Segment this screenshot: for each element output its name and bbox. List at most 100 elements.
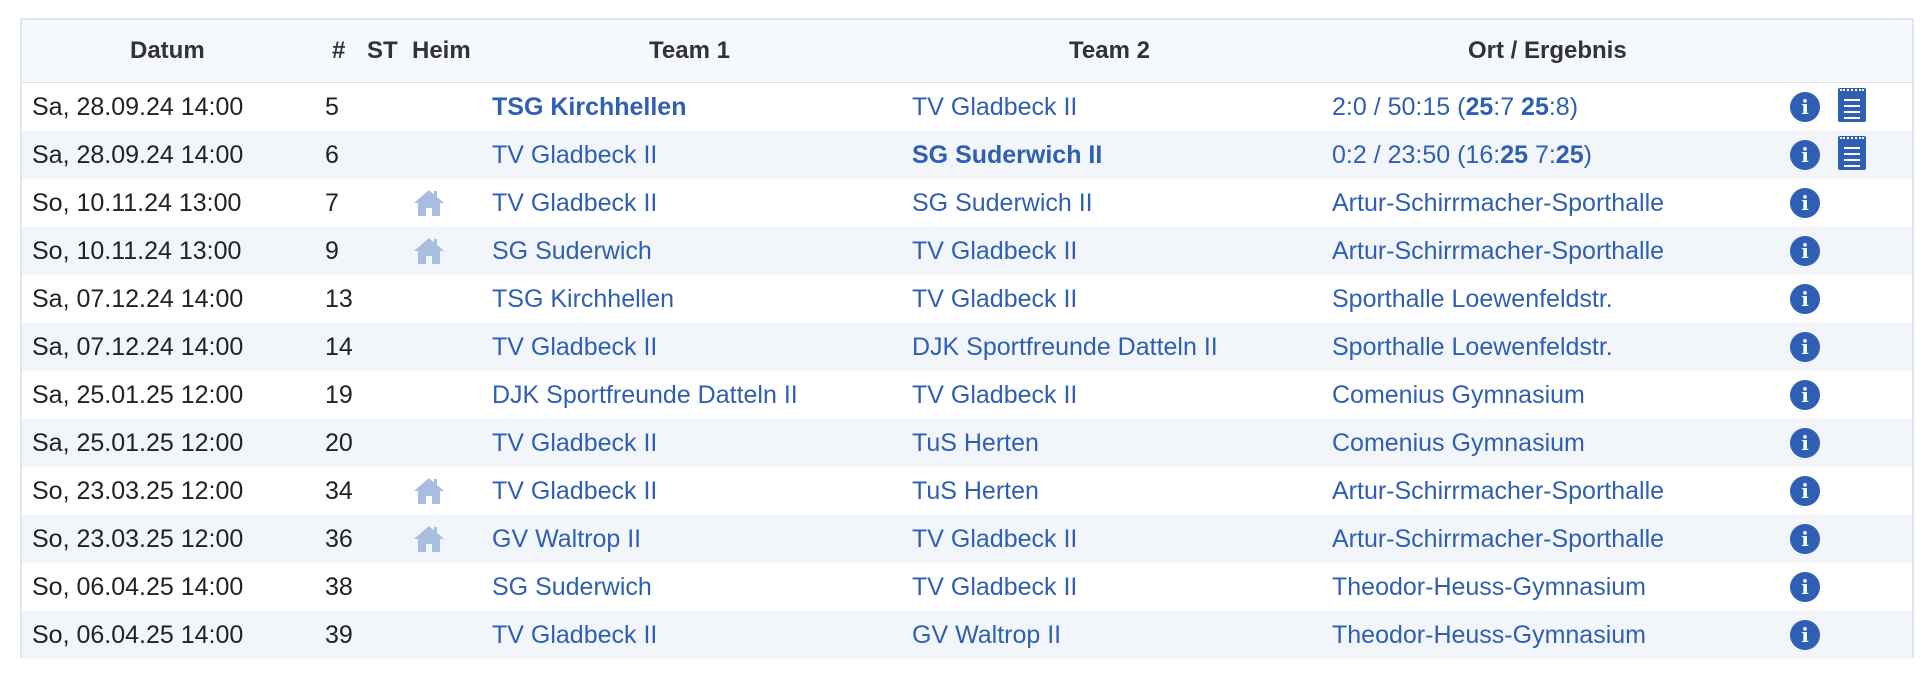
home-cell (412, 563, 462, 611)
info-icon[interactable]: i (1790, 476, 1820, 506)
header-team2: Team 2 (1069, 37, 1150, 64)
info-icon[interactable]: i (1790, 332, 1820, 362)
home-cell (412, 275, 462, 323)
team2-link[interactable]: SG Suderwich II (912, 189, 1093, 217)
match-result-link[interactable]: 2:0 / 50:15 (25:7 25:8) (1332, 83, 1762, 131)
team1-link[interactable]: SG Suderwich (492, 237, 652, 265)
table-header: Datum # ST Heim Team 1 Team 2 Ort / Erge… (22, 20, 1912, 83)
table-row: So, 06.04.25 14:00 39 TV Gladbeck II GV Wal… (22, 611, 1912, 659)
table-row: Sa, 25.01.25 12:00 20 TV Gladbeck II TuS He… (22, 419, 1912, 467)
table-row: Sa, 28.09.24 14:00 5 TSG Kirchhellen TV Gla… (22, 83, 1912, 131)
venue-link[interactable]: Theodor-Heuss-Gymnasium (1332, 573, 1646, 601)
result-segment: :7 (1493, 93, 1522, 121)
team1-link[interactable]: SG Suderwich (492, 573, 652, 601)
team1-link[interactable]: GV Waltrop II (492, 525, 642, 553)
team1-link[interactable]: TV Gladbeck II (492, 333, 658, 361)
team1-link[interactable]: TV Gladbeck II (492, 429, 658, 457)
match-number: 38 (325, 573, 353, 601)
team2-link[interactable]: TV Gladbeck II (912, 525, 1078, 553)
info-icon[interactable]: i (1790, 620, 1820, 650)
home-cell (412, 515, 462, 563)
result-segment: 2:0 / 50:15 ( (1332, 93, 1466, 121)
report-icon[interactable] (1838, 136, 1866, 170)
match-date: Sa, 07.12.24 14:00 (32, 285, 244, 313)
team1-link[interactable]: TV Gladbeck II (492, 189, 658, 217)
actions-cell: i (1782, 467, 1892, 515)
table-row: Sa, 07.12.24 14:00 14 TV Gladbeck II DJK Sp… (22, 323, 1912, 371)
result-segment: 25 (1555, 141, 1584, 169)
info-icon[interactable]: i (1790, 524, 1820, 554)
team1-link[interactable]: TV Gladbeck II (492, 477, 658, 505)
home-cell (412, 419, 462, 467)
header-ort-ergebnis: Ort / Ergebnis (1468, 37, 1627, 64)
actions-cell: i (1782, 515, 1892, 563)
result-segment: ) (1583, 141, 1592, 169)
actions-cell: i (1782, 563, 1892, 611)
match-result-link[interactable]: 0:2 / 23:50 (16:25 7:25) (1332, 131, 1762, 179)
match-number: 14 (325, 333, 353, 361)
match-date: Sa, 25.01.25 12:00 (32, 381, 244, 409)
venue-link[interactable]: Theodor-Heuss-Gymnasium (1332, 621, 1646, 649)
schedule-table: Datum # ST Heim Team 1 Team 2 Ort / Erge… (20, 18, 1914, 659)
info-icon[interactable]: i (1790, 236, 1820, 266)
match-number: 7 (325, 189, 339, 217)
actions-cell: i (1782, 371, 1892, 419)
home-cell (412, 131, 462, 179)
info-icon[interactable]: i (1790, 140, 1820, 170)
result-segment: 25 (1500, 141, 1528, 169)
team1-link[interactable]: TV Gladbeck II (492, 141, 658, 169)
home-cell (412, 323, 462, 371)
team2-link[interactable]: TuS Herten (912, 429, 1039, 457)
venue-link[interactable]: Artur-Schirrmacher-Sporthalle (1332, 237, 1665, 265)
team2-link[interactable]: TV Gladbeck II (912, 237, 1078, 265)
venue-link[interactable]: Comenius Gymnasium (1332, 381, 1585, 409)
home-cell (412, 611, 462, 659)
team2-link[interactable]: TV Gladbeck II (912, 285, 1078, 313)
team2-link[interactable]: TV Gladbeck II (912, 381, 1078, 409)
info-icon[interactable]: i (1790, 428, 1820, 458)
header-datum: Datum (130, 37, 205, 64)
venue-link[interactable]: Artur-Schirrmacher-Sporthalle (1332, 189, 1665, 217)
home-cell (412, 227, 462, 275)
team2-link[interactable]: TuS Herten (912, 477, 1039, 505)
team2-link[interactable]: SG Suderwich II (912, 141, 1103, 169)
match-number: 39 (325, 621, 353, 649)
home-icon (414, 526, 444, 552)
team1-link[interactable]: DJK Sportfreunde Datteln II (492, 381, 798, 409)
home-cell (412, 179, 462, 227)
info-icon[interactable]: i (1790, 572, 1820, 602)
result-segment: 25 (1521, 93, 1549, 121)
info-icon[interactable]: i (1790, 284, 1820, 314)
venue-link[interactable]: Comenius Gymnasium (1332, 429, 1585, 457)
result-segment: :8) (1548, 93, 1579, 121)
match-number: 36 (325, 525, 353, 553)
actions-cell: i (1782, 179, 1892, 227)
venue-link[interactable]: Sporthalle Loewenfeldstr. (1332, 333, 1613, 361)
header-heim: Heim (412, 37, 471, 64)
team1-link[interactable]: TSG Kirchhellen (492, 93, 687, 121)
header-number: # (332, 37, 346, 64)
actions-cell: i (1782, 419, 1892, 467)
info-icon[interactable]: i (1790, 188, 1820, 218)
match-date: Sa, 28.09.24 14:00 (32, 141, 244, 169)
table-row: Sa, 25.01.25 12:00 19 DJK Sportfreunde Dat… (22, 371, 1912, 419)
team2-link[interactable]: DJK Sportfreunde Datteln II (912, 333, 1218, 361)
info-icon[interactable]: i (1790, 92, 1820, 122)
table-body: Sa, 28.09.24 14:00 5 TSG Kirchhellen TV Gla… (22, 83, 1912, 659)
venue-link[interactable]: Artur-Schirrmacher-Sporthalle (1332, 525, 1665, 553)
team1-link[interactable]: TSG Kirchhellen (492, 285, 675, 313)
match-date: So, 23.03.25 12:00 (32, 477, 244, 505)
team2-link[interactable]: GV Waltrop II (912, 621, 1062, 649)
venue-link[interactable]: Sporthalle Loewenfeldstr. (1332, 285, 1613, 313)
info-icon[interactable]: i (1790, 380, 1820, 410)
venue-link[interactable]: Artur-Schirrmacher-Sporthalle (1332, 477, 1665, 505)
home-icon (414, 238, 444, 264)
team2-link[interactable]: TV Gladbeck II (912, 573, 1078, 601)
report-icon[interactable] (1838, 88, 1866, 122)
match-date: Sa, 28.09.24 14:00 (32, 93, 244, 121)
actions-cell: i (1782, 275, 1892, 323)
header-team1: Team 1 (649, 37, 730, 64)
actions-cell: i (1782, 611, 1892, 659)
team2-link[interactable]: TV Gladbeck II (912, 93, 1078, 121)
team1-link[interactable]: TV Gladbeck II (492, 621, 658, 649)
